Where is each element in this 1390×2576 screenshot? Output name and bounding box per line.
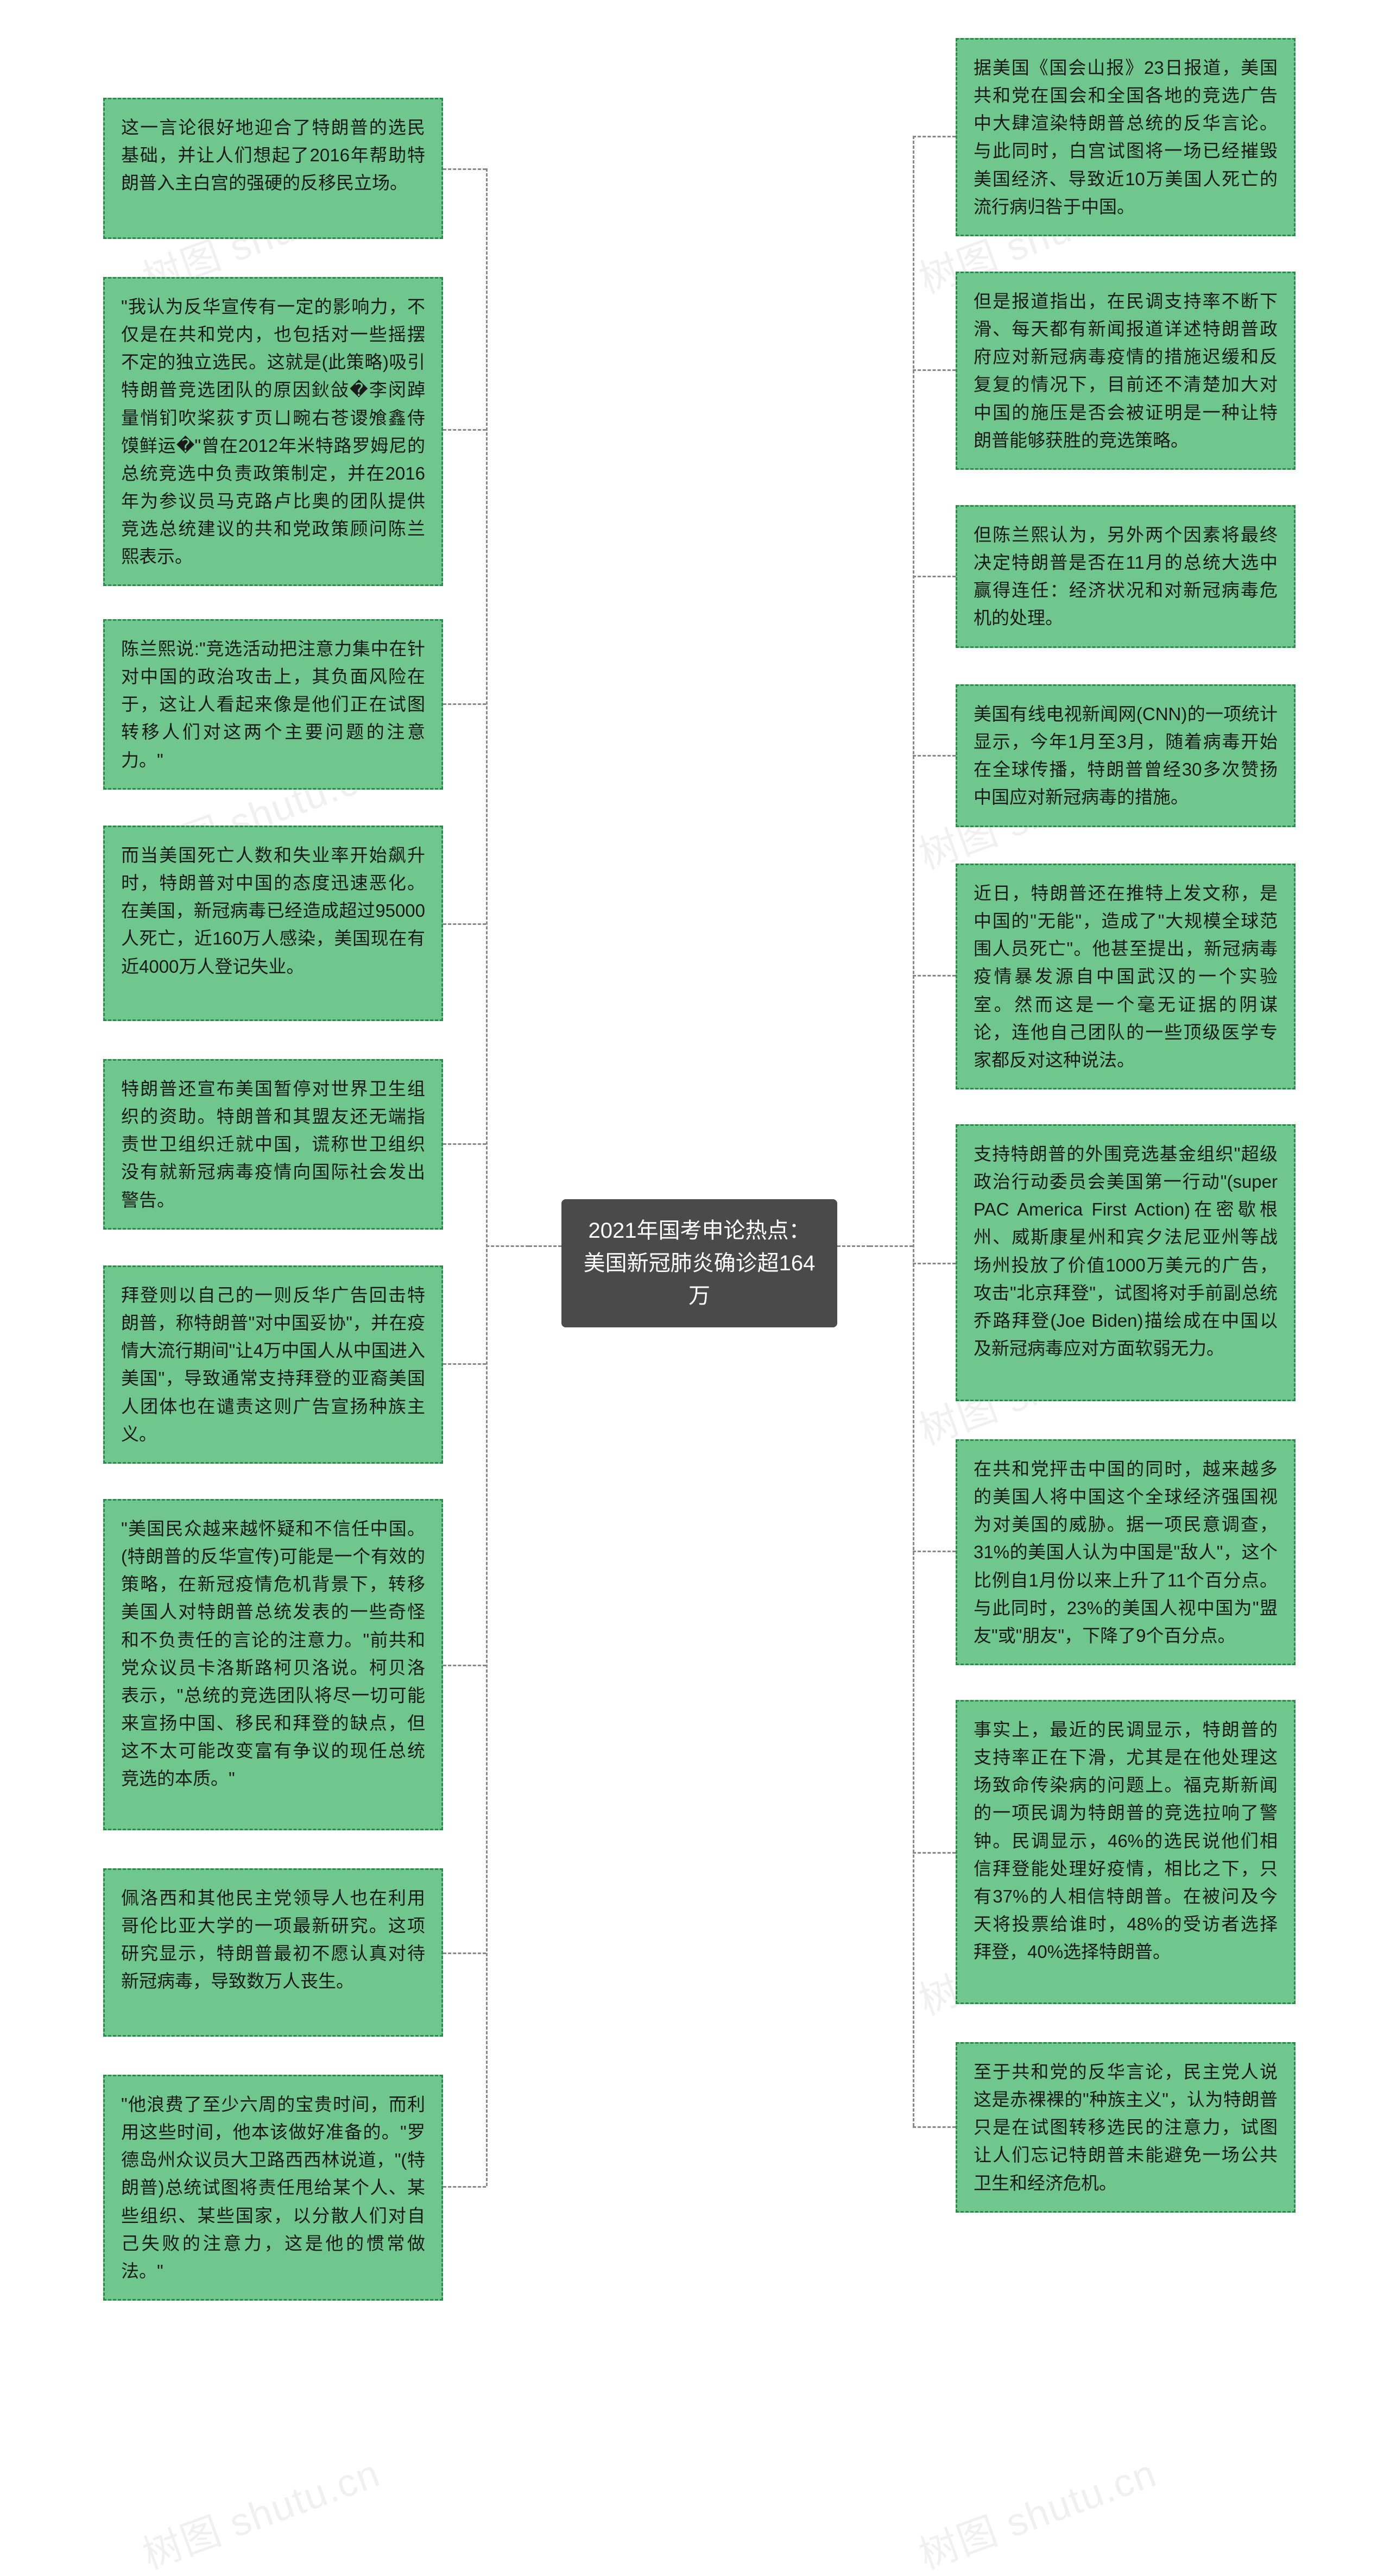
left-leaf: "我认为反华宣传有一定的影响力，不仅是在共和党内，也包括对一些摇摆不定的独立选民… <box>103 277 443 586</box>
connector <box>443 1953 486 1954</box>
connector <box>443 1143 486 1145</box>
leaf-text: 特朗普还宣布美国暂停对世界卫生组织的资助。特朗普和其盟友还无端指责世卫组织迁就中… <box>121 1079 425 1210</box>
leaf-text: 陈兰熙说:"竞选活动把注意力集中在针对中国的政治攻击上，其负面风险在于，这让人看… <box>121 639 425 770</box>
left-leaf: "美国民众越来越怀疑和不信任中国。(特朗普的反华宣传)可能是一个有效的策略，在新… <box>103 1499 443 1830</box>
right-leaf: 至于共和党的反华言论，民主党人说这是赤裸裸的"种族主义"，认为特朗普只是在试图转… <box>956 2042 1296 2213</box>
left-leaf: 陈兰熙说:"竞选活动把注意力集中在针对中国的政治攻击上，其负面风险在于，这让人看… <box>103 619 443 790</box>
leaf-text: 事实上，最近的民调显示，特朗普的支持率正在下滑，尤其是在他处理这场致命传染病的问… <box>974 1720 1278 1962</box>
center-node: 2021年国考申论热点：美国新冠肺炎确诊超164万 <box>561 1199 837 1327</box>
leaf-text: 但陈兰熙认为，另外两个因素将最终决定特朗普是否在11月的总统大选中赢得连任：经济… <box>974 525 1278 628</box>
left-leaf: 特朗普还宣布美国暂停对世界卫生组织的资助。特朗普和其盟友还无端指责世卫组织迁就中… <box>103 1059 443 1230</box>
connector <box>913 136 956 137</box>
connector <box>443 1363 486 1365</box>
right-leaf: 美国有线电视新闻网(CNN)的一项统计显示，今年1月至3月，随着病毒开始在全球传… <box>956 684 1296 827</box>
left-leaf: 这一言论很好地迎合了特朗普的选民基础，并让人们想起了2016年帮助特朗普入主白宫… <box>103 98 443 239</box>
leaf-text: 佩洛西和其他民主党领导人也在利用哥伦比亚大学的一项最新研究。这项研究显示，特朗普… <box>121 1888 425 1991</box>
connector <box>837 1245 870 1247</box>
right-leaf: 在共和党抨击中国的同时，越来越多的美国人将中国这个全球经济强国视为对美国的威胁。… <box>956 1439 1296 1665</box>
leaf-text: 而当美国死亡人数和失业率开始飙升时，特朗普对中国的态度迅速恶化。在美国，新冠病毒… <box>121 845 425 977</box>
leaf-text: 在共和党抨击中国的同时，越来越多的美国人将中国这个全球经济强国视为对美国的威胁。… <box>974 1459 1278 1646</box>
connector <box>913 369 956 371</box>
right-leaf: 近日，特朗普还在推特上发文称，是中国的"无能"，造成了"大规模全球范围人员死亡"… <box>956 864 1296 1089</box>
leaf-text: 支持特朗普的外围竞选基金组织"超级政治行动委员会美国第一行动"(super PA… <box>974 1144 1278 1358</box>
connector <box>443 2186 486 2188</box>
connector <box>486 168 488 2186</box>
connector <box>913 975 956 977</box>
connector <box>529 1245 561 1247</box>
watermark: 树图 shutu.cn <box>910 2441 1163 2576</box>
right-leaf: 支持特朗普的外围竞选基金组织"超级政治行动委员会美国第一行动"(super PA… <box>956 1124 1296 1401</box>
leaf-text: 拜登则以自己的一则反华广告回击特朗普，称特朗普"对中国妥协"，并在疫情大流行期间… <box>121 1285 425 1444</box>
right-leaf: 但陈兰熙认为，另外两个因素将最终决定特朗普是否在11月的总统大选中赢得连任：经济… <box>956 505 1296 648</box>
leaf-text: "美国民众越来越怀疑和不信任中国。(特朗普的反华宣传)可能是一个有效的策略，在新… <box>121 1519 425 1788</box>
connector <box>913 1551 956 1552</box>
right-leaf: 据美国《国会山报》23日报道，美国共和党在国会和全国各地的竞选广告中大肆渲染特朗… <box>956 38 1296 236</box>
watermark: 树图 shutu.cn <box>134 2441 387 2576</box>
right-leaf: 但是报道指出，在民调支持率不断下滑、每天都有新闻报道详述特朗普政府应对新冠病毒疫… <box>956 272 1296 470</box>
leaf-text: "他浪费了至少六周的宝贵时间，而利用这些时间，他本该做好准备的。"罗德岛州众议员… <box>121 2094 425 2281</box>
leaf-text: 但是报道指出，在民调支持率不断下滑、每天都有新闻报道详述特朗普政府应对新冠病毒疫… <box>974 291 1278 450</box>
center-node-text: 2021年国考申论热点：美国新冠肺炎确诊超164万 <box>584 1219 816 1308</box>
left-leaf: 拜登则以自己的一则反华广告回击特朗普，称特朗普"对中国妥协"，并在疫情大流行期间… <box>103 1265 443 1464</box>
leaf-text: 至于共和党的反华言论，民主党人说这是赤裸裸的"种族主义"，认为特朗普只是在试图转… <box>974 2062 1278 2193</box>
connector <box>443 429 486 431</box>
left-leaf: 佩洛西和其他民主党领导人也在利用哥伦比亚大学的一项最新研究。这项研究显示，特朗普… <box>103 1868 443 2037</box>
connector <box>913 755 956 757</box>
connector <box>443 168 486 170</box>
leaf-text: 近日，特朗普还在推特上发文称，是中国的"无能"，造成了"大规模全球范围人员死亡"… <box>974 883 1278 1070</box>
connector <box>913 1263 956 1264</box>
connector <box>443 703 486 705</box>
leaf-text: 这一言论很好地迎合了特朗普的选民基础，并让人们想起了2016年帮助特朗普入主白宫… <box>121 117 425 193</box>
leaf-text: 美国有线电视新闻网(CNN)的一项统计显示，今年1月至3月，随着病毒开始在全球传… <box>974 704 1278 807</box>
connector <box>486 1245 529 1247</box>
connector <box>913 576 956 577</box>
mindmap-container: 树图 shutu.cn树图 shutu.cn树图 shutu.cn树图 shut… <box>0 0 1390 2576</box>
leaf-text: "我认为反华宣传有一定的影响力，不仅是在共和党内，也包括对一些摇摆不定的独立选民… <box>121 297 425 566</box>
connector <box>913 1852 956 1854</box>
leaf-text: 据美国《国会山报》23日报道，美国共和党在国会和全国各地的竞选广告中大肆渲染特朗… <box>974 58 1278 217</box>
left-leaf: "他浪费了至少六周的宝贵时间，而利用这些时间，他本该做好准备的。"罗德岛州众议员… <box>103 2075 443 2301</box>
connector <box>443 923 486 925</box>
left-leaf: 而当美国死亡人数和失业率开始飙升时，特朗普对中国的态度迅速恶化。在美国，新冠病毒… <box>103 826 443 1021</box>
connector <box>913 2126 956 2128</box>
right-leaf: 事实上，最近的民调显示，特朗普的支持率正在下滑，尤其是在他处理这场致命传染病的问… <box>956 1700 1296 2004</box>
connector <box>913 136 914 2126</box>
connector <box>443 1665 486 1666</box>
connector <box>870 1245 913 1247</box>
